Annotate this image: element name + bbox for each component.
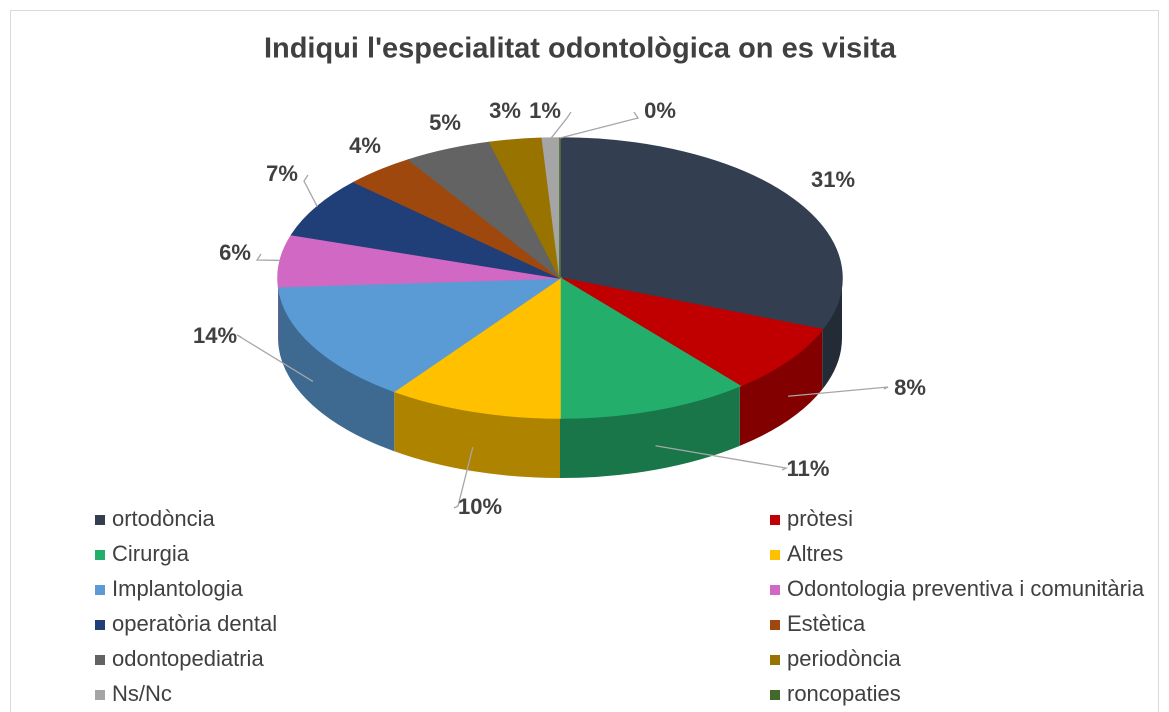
legend-label: ortodòncia [112,506,216,531]
leader-line [550,111,572,139]
data-label: 10% [458,494,502,519]
legend-swatch [770,690,780,700]
slice [392,276,561,419]
data-label: 7% [266,161,298,186]
legend-label: periodòncia [787,646,902,671]
leader-line [453,446,474,509]
slice-side [560,385,740,478]
data-label: 14% [193,323,237,348]
slice-side [278,278,279,347]
legend-swatch [770,585,780,595]
data-label: 31% [811,167,855,192]
legend-swatch [95,690,105,700]
data-label: 8% [894,375,926,400]
data-label: 3% [489,98,521,123]
leader-line [788,386,889,397]
leader-line [655,445,789,471]
legend-label: Cirurgia [112,541,190,566]
data-label: 1% [529,98,561,123]
leader-line [236,334,314,382]
slice [559,276,742,419]
legend-label: Implantologia [112,576,244,601]
slice [559,137,843,331]
slice [559,277,824,387]
data-label: 5% [429,110,461,135]
chart-title: Indiqui l'especialitat odontològica on e… [264,33,897,65]
legend-label: roncopaties [787,681,901,706]
legend-swatch [770,515,780,525]
legend-swatch [95,550,105,560]
legend-swatch [95,655,105,665]
legend-swatch [95,585,105,595]
leader-line [559,111,640,139]
data-label: 4% [349,133,381,158]
data-label: 6% [219,240,251,265]
legend-label: operatòria dental [112,611,277,636]
slice [277,277,563,393]
slice-side [739,329,823,446]
leader-line [303,174,318,208]
legend-swatch [770,550,780,560]
slice-side [394,391,560,478]
leader-line [255,253,281,262]
data-label: 11% [787,456,830,481]
slice-side [278,286,395,452]
data-label: 0% [644,98,676,123]
legend-swatch [95,515,105,525]
legend-swatch [95,620,105,630]
legend-label: Odontologia preventiva i comunitària [787,576,1145,601]
legend-label: Altres [787,541,843,566]
legend-label: pròtesi [787,506,853,531]
slice [290,181,561,279]
legend-label: Ns/Nc [112,681,172,706]
legend-swatch [770,655,780,665]
legend-swatch [770,620,780,630]
legend-label: Estètica [787,611,866,636]
legend-label: odontopediatria [112,646,264,671]
